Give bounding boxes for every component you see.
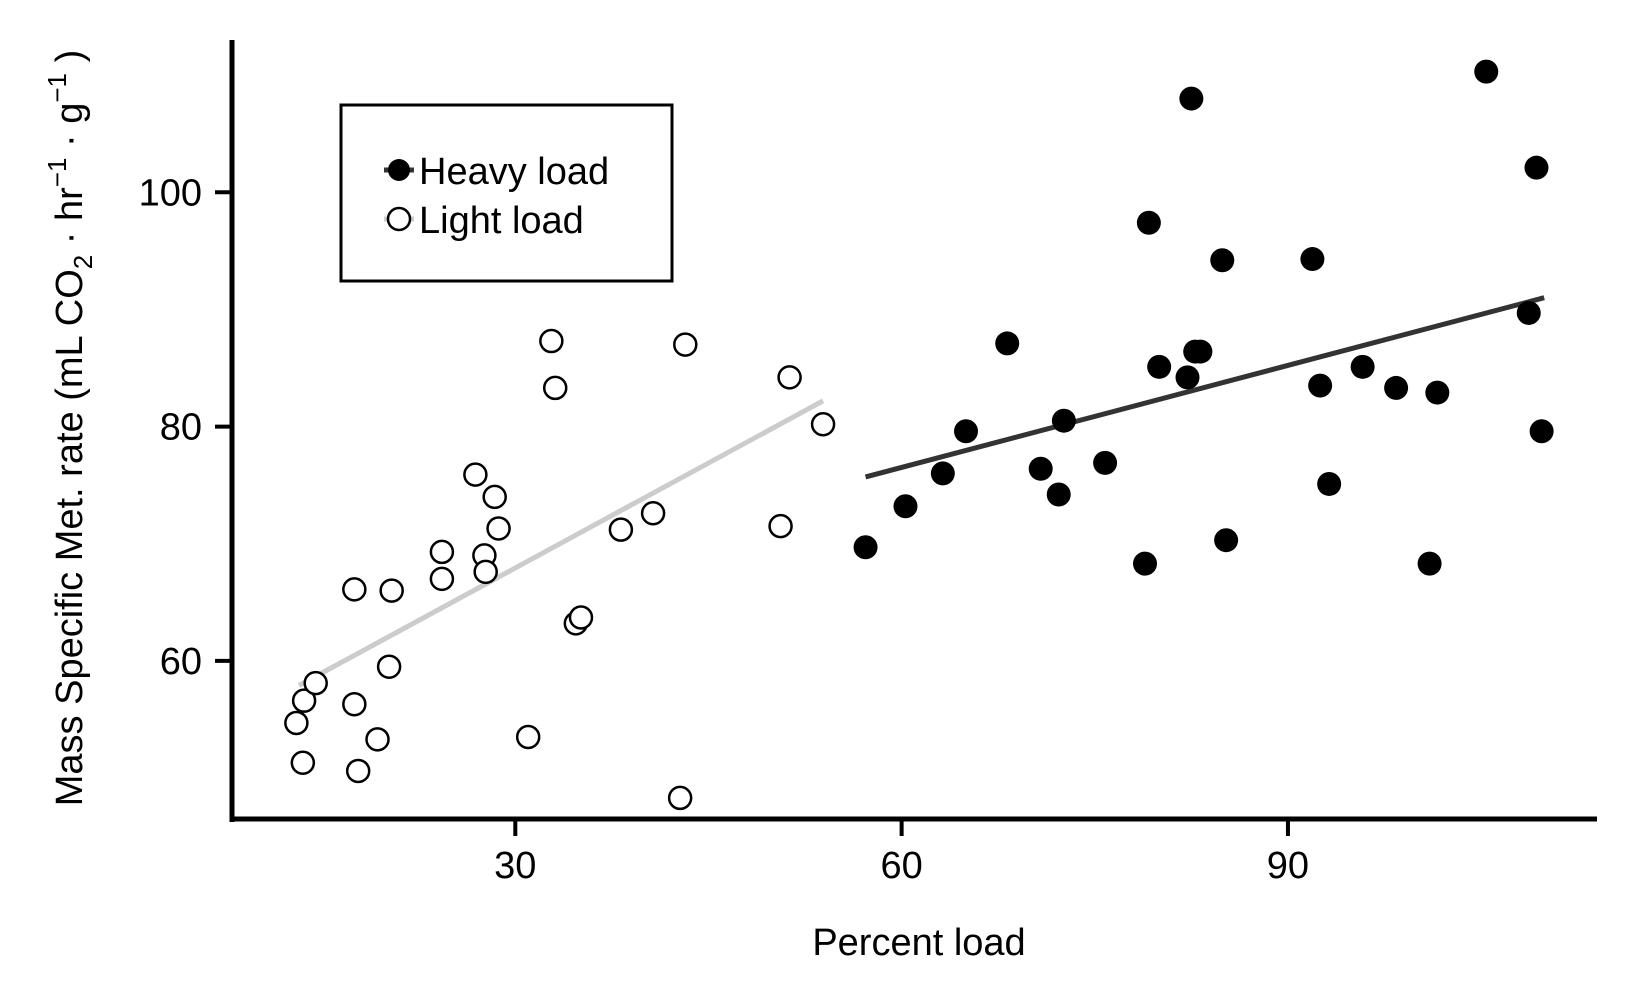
data-point-heavy	[1210, 248, 1235, 273]
data-point-light	[810, 411, 836, 437]
y-axis-title-mid2: · g	[49, 103, 91, 158]
data-point-light	[482, 484, 507, 510]
x-tick-label: 30	[494, 845, 536, 887]
y-axis-title-pre: Mass Specific Met. rate (mL CO	[49, 269, 91, 806]
data-point-light	[667, 785, 693, 811]
data-point-heavy	[1524, 155, 1549, 180]
y-axis-title: Mass Specific Met. rate (mL CO2 · hr−1 ·…	[42, 50, 98, 807]
data-point-heavy	[1317, 471, 1342, 496]
data-point-light	[429, 566, 455, 592]
data-point-heavy	[930, 461, 955, 486]
y-axis-title-sup1: −1	[42, 158, 72, 188]
data-point-heavy	[1384, 375, 1409, 400]
data-point-light	[284, 710, 309, 736]
y-axis-title-sub: 2	[68, 255, 98, 269]
data-point-light	[640, 501, 666, 526]
data-point-heavy	[1188, 339, 1213, 364]
data-point-heavy	[1136, 210, 1161, 235]
data-point-light	[463, 462, 488, 487]
data-point-light	[303, 670, 328, 696]
data-point-heavy	[853, 535, 878, 560]
data-point-light	[777, 365, 802, 390]
legend-box	[339, 103, 674, 283]
data-point-light	[473, 559, 498, 585]
data-point-heavy	[1308, 373, 1333, 398]
y-axis-title-post: )	[49, 50, 91, 73]
data-point-heavy	[1179, 86, 1204, 111]
y-tick-label: 80	[160, 407, 202, 449]
data-point-light	[568, 605, 594, 630]
x-tick-label: 60	[880, 845, 922, 887]
data-point-heavy	[1147, 354, 1172, 379]
data-point-light	[768, 513, 793, 539]
data-point-heavy	[1516, 300, 1541, 325]
data-point-light	[542, 375, 568, 401]
data-point-light	[376, 654, 402, 679]
data-point-heavy	[954, 419, 979, 444]
y-tick-label: 60	[160, 641, 202, 683]
data-point-heavy	[1175, 365, 1200, 390]
legend: Heavy load Light load	[339, 103, 674, 283]
data-point-light	[342, 577, 367, 602]
data-point-light	[539, 328, 564, 354]
legend-heavy-marker	[388, 159, 410, 181]
data-point-light	[345, 758, 371, 784]
data-point-light	[515, 724, 541, 750]
data-point-heavy	[1133, 551, 1158, 576]
data-point-light	[291, 688, 317, 713]
fit-line-light	[297, 398, 825, 688]
data-point-heavy	[1300, 247, 1325, 272]
data-point-light	[673, 332, 698, 357]
data-point-light	[290, 750, 316, 776]
data-points	[284, 59, 1554, 811]
data-point-heavy	[1529, 419, 1554, 444]
data-point-light	[365, 727, 390, 752]
data-point-heavy	[1214, 528, 1239, 553]
data-point-heavy	[1093, 450, 1118, 475]
data-point-heavy	[1474, 59, 1499, 84]
y-tick-label: 100	[139, 172, 202, 214]
data-point-heavy	[1425, 380, 1450, 405]
data-point-heavy	[1046, 482, 1071, 507]
fit-lines	[297, 295, 1545, 688]
data-point-light	[379, 578, 404, 603]
axis-ticks: 30 60 90 60 80 100	[139, 172, 1309, 887]
data-point-heavy	[893, 494, 918, 519]
data-point-heavy	[1417, 551, 1442, 576]
data-point-heavy	[995, 331, 1020, 356]
data-point-light	[429, 539, 455, 565]
data-point-heavy	[1350, 354, 1375, 379]
x-tick-label: 90	[1267, 845, 1309, 887]
data-point-heavy	[1028, 456, 1053, 481]
x-axis-title: Percent load	[812, 922, 1025, 964]
data-point-heavy	[1051, 408, 1076, 433]
y-axis-title-sup2: −1	[42, 73, 72, 103]
data-point-light	[342, 691, 367, 717]
legend-light-marker	[386, 206, 412, 232]
data-point-light	[608, 517, 634, 542]
fit-line-heavy	[864, 295, 1545, 480]
data-point-light	[486, 516, 511, 541]
legend-heavy-label: Heavy load	[419, 151, 609, 193]
y-axis-title-mid1: · hr	[49, 187, 91, 255]
legend-light-label: Light load	[419, 200, 584, 242]
